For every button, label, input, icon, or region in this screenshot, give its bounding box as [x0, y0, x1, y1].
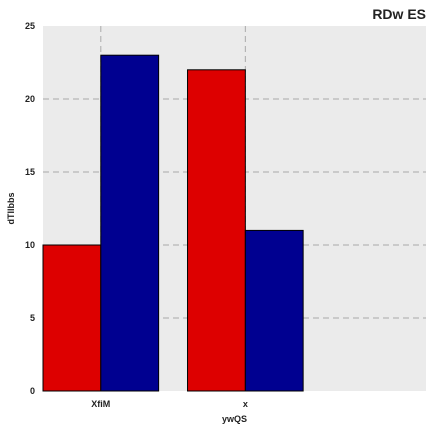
x-axis-label: ywQS [222, 414, 247, 424]
bar-series-2-XfiM [100, 54, 160, 392]
y-axis-label: dTIlbbs [6, 193, 16, 225]
bar-series-2-x [244, 229, 304, 392]
y-tick-label: 0 [30, 386, 35, 396]
y-tick-label: 10 [25, 240, 35, 250]
x-tick-label: x [243, 399, 248, 409]
x-tick-labels: XfiM x [91, 399, 248, 409]
bar-series-1-x [187, 69, 246, 392]
chart-title: RDw ES [372, 6, 426, 22]
y-tick-label: 5 [30, 313, 35, 323]
y-tick-label: 15 [25, 167, 35, 177]
x-tick-label: XfiM [91, 399, 110, 409]
y-tick-label: 25 [25, 21, 35, 31]
y-tick-labels: 0 5 10 15 20 25 [25, 21, 35, 396]
bar-series-1-XfiM [42, 244, 102, 392]
bars [42, 54, 304, 392]
y-tick-label: 20 [25, 94, 35, 104]
